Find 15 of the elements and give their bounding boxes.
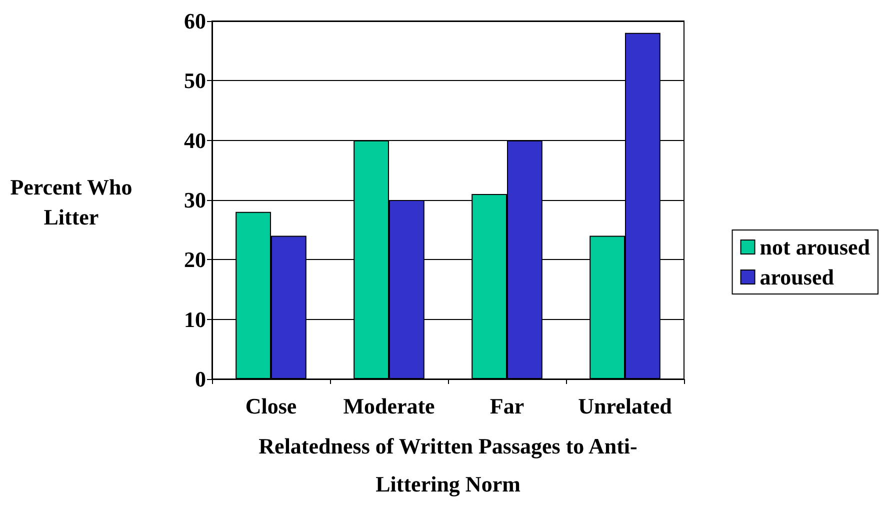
y-tick-label: 30 xyxy=(184,188,206,212)
x-tick-label: Far xyxy=(490,394,524,418)
y-tick-label: 10 xyxy=(184,306,206,332)
x-tick-label: Unrelated xyxy=(578,394,672,418)
y-tick-label: 50 xyxy=(184,68,206,94)
legend-label: not aroused xyxy=(760,234,870,260)
x-tick-label: Close xyxy=(245,394,297,418)
x-axis-title: Relatedness of Written Passages to Anti- Littering Norm xyxy=(258,434,638,496)
y-tick-label: 60 xyxy=(184,8,206,34)
y-tick-label: 20 xyxy=(184,247,206,272)
y-tick-label: 40 xyxy=(184,128,206,153)
x-tick-label: Moderate xyxy=(343,394,436,418)
legend-label: aroused xyxy=(760,264,834,290)
y-axis-title: Percent Who Litter xyxy=(10,174,132,230)
y-tick-label: 0 xyxy=(195,366,206,392)
